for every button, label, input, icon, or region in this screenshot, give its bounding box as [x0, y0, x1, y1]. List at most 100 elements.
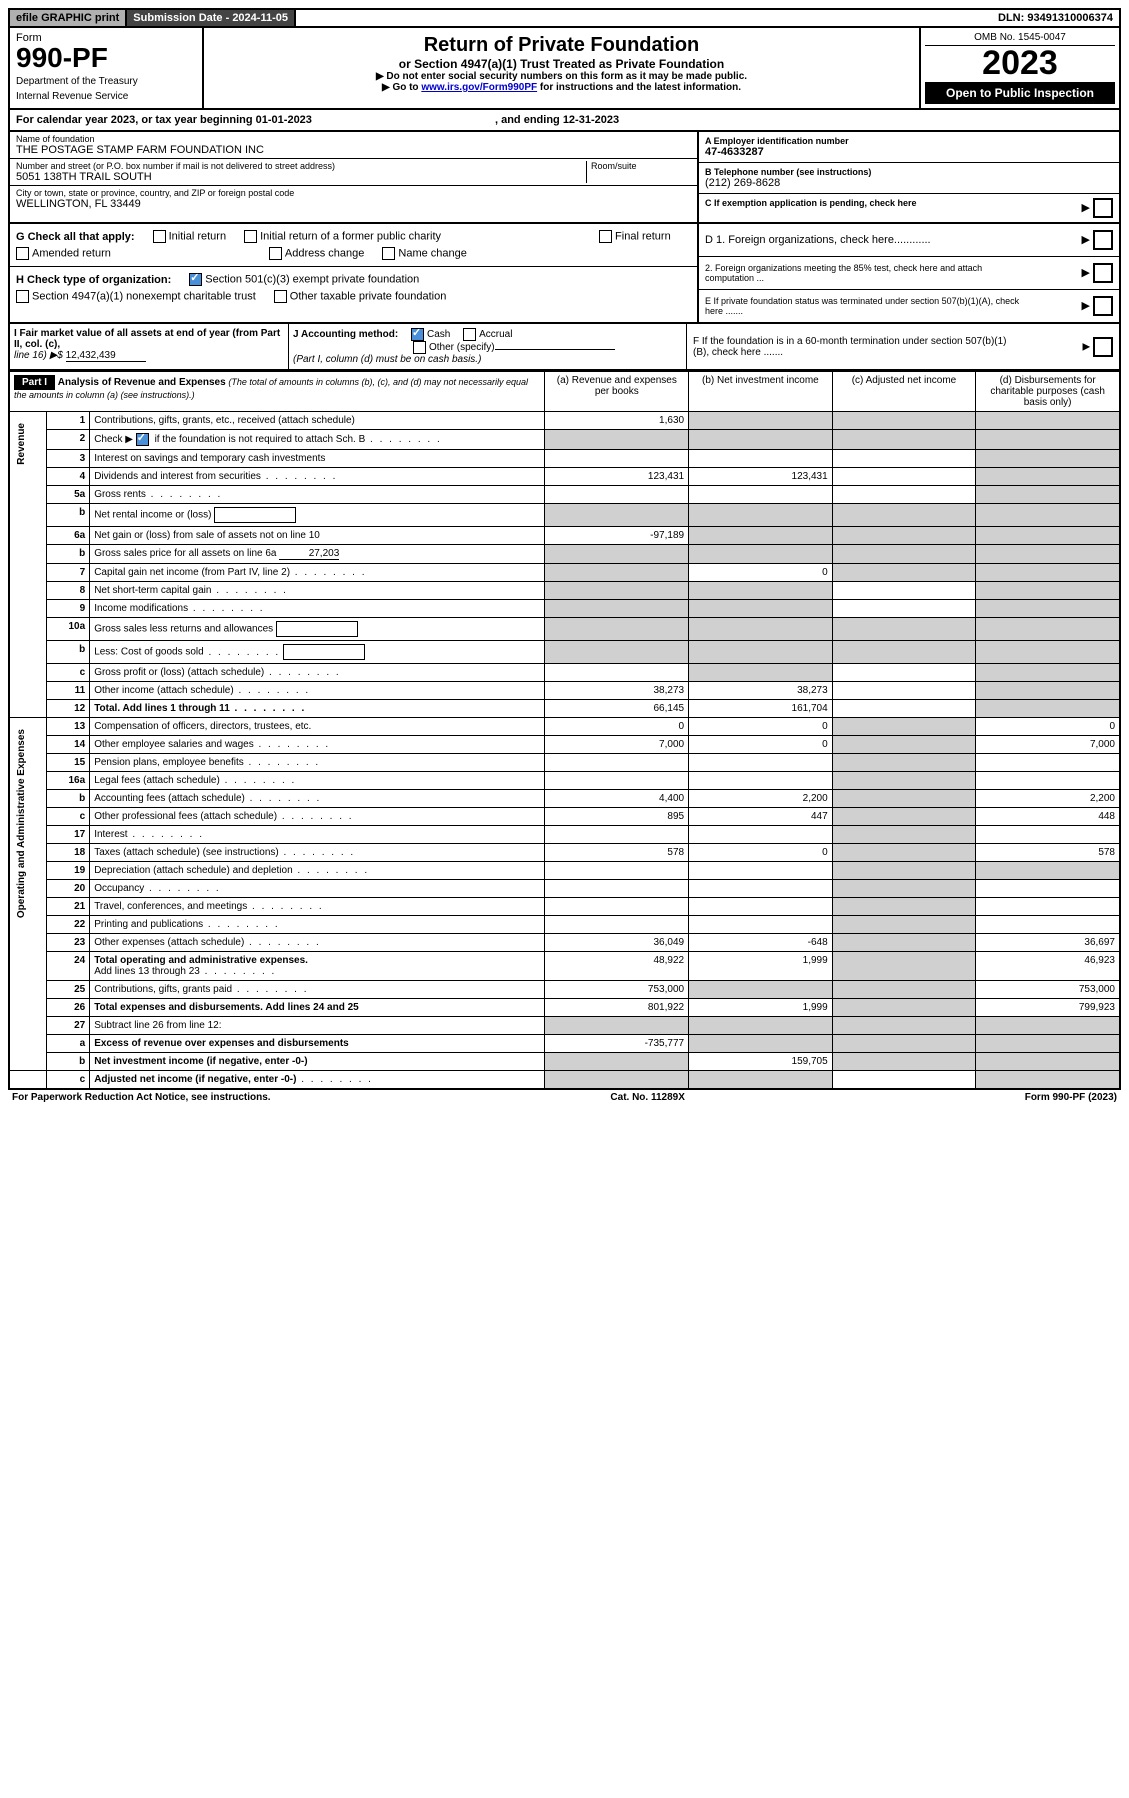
ij-row: I Fair market value of all assets at end… [8, 324, 1121, 371]
header-left: Form 990-PF Department of the Treasury I… [10, 28, 204, 108]
footer-mid: Cat. No. 11289X [610, 1092, 684, 1103]
footer: For Paperwork Reduction Act Notice, see … [8, 1090, 1121, 1105]
col-a-header: (a) Revenue and expenses per books [545, 372, 689, 412]
chk-final-return[interactable] [599, 230, 612, 243]
table-row: 14Other employee salaries and wages 7,00… [9, 736, 1120, 754]
j-note: (Part I, column (d) must be on cash basi… [293, 354, 481, 365]
e-checkbox[interactable] [1093, 296, 1113, 316]
f-checkbox[interactable] [1093, 337, 1113, 357]
calendar-year-row: For calendar year 2023, or tax year begi… [8, 110, 1121, 132]
table-row: 24Total operating and administrative exp… [9, 952, 1120, 981]
table-row: Operating and Administrative Expenses 13… [9, 718, 1120, 736]
footer-right: Form 990-PF (2023) [1025, 1092, 1117, 1103]
foundation-address: 5051 138TH TRAIL SOUTH [16, 171, 586, 183]
table-row: 4Dividends and interest from securities … [9, 468, 1120, 486]
table-row: 20Occupancy [9, 880, 1120, 898]
e-label: E If private foundation status was termi… [705, 296, 1025, 316]
foundation-name: THE POSTAGE STAMP FARM FOUNDATION INC [16, 144, 691, 156]
chk-cash[interactable] [411, 328, 424, 341]
chk-501c3[interactable] [189, 273, 202, 286]
form-number: 990-PF [16, 44, 196, 72]
top-bar: efile GRAPHIC print Submission Date - 20… [8, 8, 1121, 28]
chk-initial-former[interactable] [244, 230, 257, 243]
part1-badge: Part I [14, 375, 55, 390]
table-row: 12Total. Add lines 1 through 11 66,14516… [9, 700, 1120, 718]
expenses-side-label: Operating and Administrative Expenses [14, 721, 29, 926]
form990pf-link[interactable]: www.irs.gov/Form990PF [421, 82, 537, 93]
table-row: 15Pension plans, employee benefits [9, 754, 1120, 772]
pending-checkbox[interactable] [1093, 198, 1113, 218]
open-public-badge: Open to Public Inspection [925, 82, 1115, 104]
tax-year: 2023 [925, 46, 1115, 80]
table-row: 11Other income (attach schedule) 38,2733… [9, 682, 1120, 700]
foundation-city: WELLINGTON, FL 33449 [16, 198, 691, 210]
addr-label: Number and street (or P.O. box number if… [16, 161, 586, 171]
pending-label: C If exemption application is pending, c… [705, 198, 917, 218]
phone-label: B Telephone number (see instructions) [705, 167, 1113, 177]
part1-title: Analysis of Revenue and Expenses [58, 377, 226, 388]
ein-label: A Employer identification number [705, 136, 1113, 146]
table-row: 3Interest on savings and temporary cash … [9, 450, 1120, 468]
table-row: 9Income modifications [9, 600, 1120, 618]
table-row: 27Subtract line 26 from line 12: [9, 1017, 1120, 1035]
table-row: 7Capital gain net income (from Part IV, … [9, 564, 1120, 582]
form-subtitle: or Section 4947(a)(1) Trust Treated as P… [210, 57, 913, 71]
chk-4947[interactable] [16, 290, 29, 303]
dept-label: Department of the Treasury [16, 76, 196, 87]
table-row: 23Other expenses (attach schedule) 36,04… [9, 934, 1120, 952]
checks-block: G Check all that apply: Initial return I… [8, 224, 1121, 324]
footer-left: For Paperwork Reduction Act Notice, see … [12, 1092, 271, 1103]
part1-table: Part I Analysis of Revenue and Expenses … [8, 371, 1121, 1090]
chk-initial-return[interactable] [153, 230, 166, 243]
table-row: cOther professional fees (attach schedul… [9, 808, 1120, 826]
form-header: Form 990-PF Department of the Treasury I… [8, 28, 1121, 110]
f-label: F If the foundation is in a 60-month ter… [693, 336, 1013, 358]
revenue-side-label: Revenue [14, 415, 29, 473]
irs-label: Internal Revenue Service [16, 91, 196, 102]
table-row: Revenue 1Contributions, gifts, grants, e… [9, 412, 1120, 430]
chk-other-taxable[interactable] [274, 290, 287, 303]
table-row: bLess: Cost of goods sold [9, 641, 1120, 664]
header-middle: Return of Private Foundation or Section … [204, 28, 921, 108]
j-label: J Accounting method: [293, 329, 398, 340]
table-row: 17Interest [9, 826, 1120, 844]
table-row: 8Net short-term capital gain [9, 582, 1120, 600]
chk-schb[interactable] [136, 433, 149, 446]
chk-amended-return[interactable] [16, 247, 29, 260]
info-block: Name of foundation THE POSTAGE STAMP FAR… [8, 132, 1121, 224]
table-row: 22Printing and publications [9, 916, 1120, 934]
chk-accrual[interactable] [463, 328, 476, 341]
chk-address-change[interactable] [269, 247, 282, 260]
chk-other-method[interactable] [413, 341, 426, 354]
d2-checkbox[interactable] [1093, 263, 1113, 283]
d1-checkbox[interactable] [1093, 230, 1113, 250]
room-label: Room/suite [586, 161, 691, 183]
i-label: I Fair market value of all assets at end… [14, 328, 280, 350]
form-note1: ▶ Do not enter social security numbers o… [210, 71, 913, 82]
form-note2: ▶ Go to www.irs.gov/Form990PF for instru… [210, 82, 913, 93]
chk-name-change[interactable] [382, 247, 395, 260]
ein-value: 47-4633287 [705, 146, 1113, 158]
col-d-header: (d) Disbursements for charitable purpose… [976, 372, 1120, 412]
table-row: 19Depreciation (attach schedule) and dep… [9, 862, 1120, 880]
table-row: 26Total expenses and disbursements. Add … [9, 999, 1120, 1017]
table-row: bNet rental income or (loss) [9, 504, 1120, 527]
fmv-value: 12,432,439 [66, 350, 146, 362]
table-row: 21Travel, conferences, and meetings [9, 898, 1120, 916]
header-right: OMB No. 1545-0047 2023 Open to Public In… [921, 28, 1119, 108]
col-b-header: (b) Net investment income [689, 372, 833, 412]
table-row: cAdjusted net income (if negative, enter… [9, 1071, 1120, 1090]
table-row: bNet investment income (if negative, ent… [9, 1053, 1120, 1071]
table-row: 25Contributions, gifts, grants paid 753,… [9, 981, 1120, 999]
col-c-header: (c) Adjusted net income [832, 372, 976, 412]
form-title: Return of Private Foundation [210, 34, 913, 57]
d2-label: 2. Foreign organizations meeting the 85%… [705, 263, 1025, 283]
city-label: City or town, state or province, country… [16, 188, 691, 198]
h-label: H Check type of organization: [16, 274, 171, 286]
table-row: 10aGross sales less returns and allowanc… [9, 618, 1120, 641]
table-row: cGross profit or (loss) (attach schedule… [9, 664, 1120, 682]
name-label: Name of foundation [16, 134, 691, 144]
d1-label: D 1. Foreign organizations, check here..… [705, 234, 931, 246]
submission-date-label: Submission Date - 2024-11-05 [127, 10, 296, 26]
efile-print-button[interactable]: efile GRAPHIC print [10, 10, 127, 26]
